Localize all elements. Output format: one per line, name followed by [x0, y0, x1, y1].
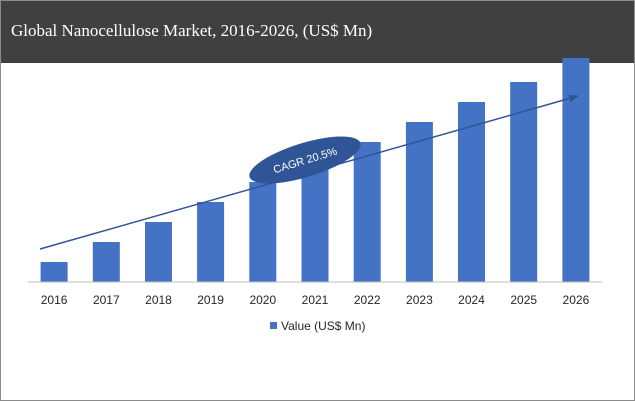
bar-2017	[92, 242, 120, 282]
tick-label-2023: 2023	[406, 293, 433, 307]
tick-label-2018: 2018	[145, 293, 172, 307]
tick-label-2026: 2026	[563, 293, 590, 307]
bar-2025	[510, 82, 538, 282]
tick-label-2019: 2019	[197, 293, 224, 307]
bar-2022	[353, 142, 381, 282]
bar-2020	[249, 182, 277, 282]
cagr-ellipse	[249, 136, 361, 184]
tick-label-2021: 2021	[302, 293, 329, 307]
tick-label-2020: 2020	[249, 293, 276, 307]
chart-title: Global Nanocellulose Market, 2016-2026, …	[11, 21, 373, 40]
tick-label-2024: 2024	[458, 293, 485, 307]
bar-2019	[197, 202, 225, 282]
bar-2023	[405, 122, 433, 282]
bar-2021	[301, 162, 329, 282]
tick-label-2017: 2017	[93, 293, 120, 307]
bar-2024	[458, 102, 485, 282]
tick-label-2025: 2025	[510, 293, 537, 307]
tick-label-2016: 2016	[41, 293, 68, 307]
legend-swatch	[270, 322, 277, 329]
title-bar: Global Nanocellulose Market, 2016-2026, …	[1, 1, 634, 63]
bar-2018	[145, 222, 172, 282]
legend-label: Value (US$ Mn)	[281, 319, 365, 333]
bar-2026	[562, 58, 590, 282]
tick-label-2022: 2022	[354, 293, 381, 307]
bar-2016	[40, 262, 68, 282]
